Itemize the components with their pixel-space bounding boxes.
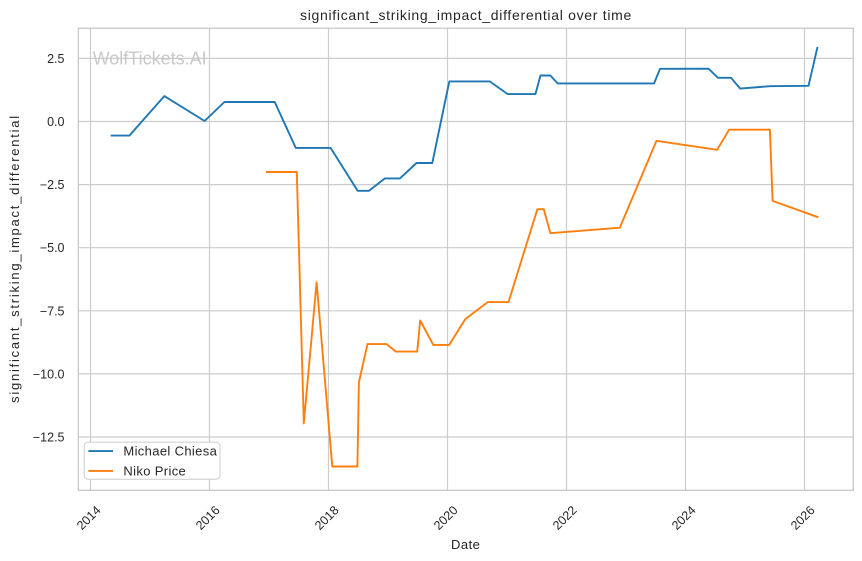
svg-text:−7.5: −7.5 [40,304,65,318]
svg-text:WolfTickets.AI: WolfTickets.AI [93,49,207,69]
svg-text:−12.5: −12.5 [33,431,65,445]
svg-text:significant_striking_impact_di: significant_striking_impact_differential [7,114,22,403]
svg-text:−10.0: −10.0 [33,367,65,381]
svg-text:0.0: 0.0 [47,115,64,129]
svg-text:significant_striking_impact_di: significant_striking_impact_differential… [300,7,632,23]
svg-text:Niko Price: Niko Price [123,463,186,478]
svg-text:Michael Chiesa: Michael Chiesa [123,444,217,459]
svg-text:−5.0: −5.0 [40,241,65,255]
svg-text:2.5: 2.5 [47,52,64,66]
svg-text:−2.5: −2.5 [40,178,65,192]
svg-text:Date: Date [451,537,480,552]
